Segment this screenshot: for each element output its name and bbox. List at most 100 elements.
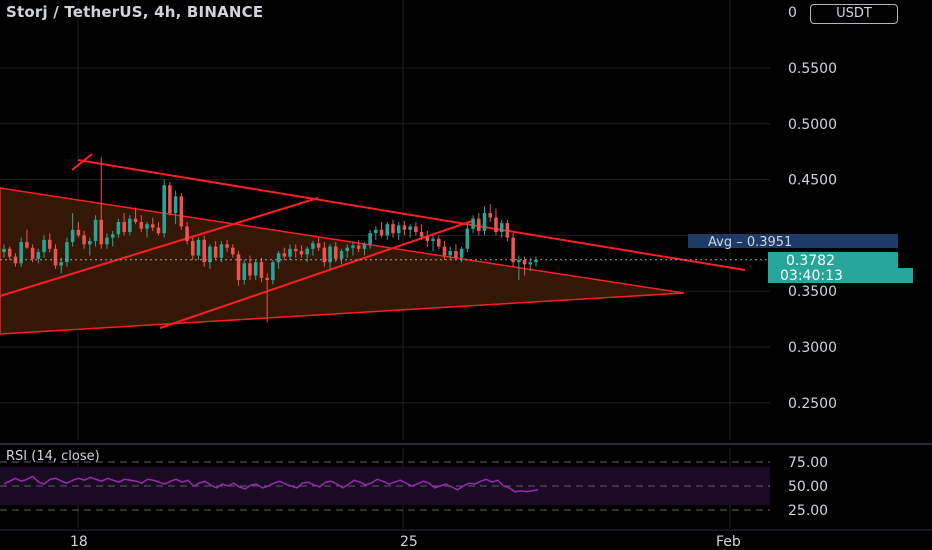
candle-body[interactable]: [482, 213, 487, 231]
candle-body[interactable]: [305, 248, 309, 255]
candle-body[interactable]: [253, 262, 258, 276]
candle-body[interactable]: [471, 218, 475, 229]
candle-body[interactable]: [299, 251, 304, 255]
candle-body[interactable]: [19, 242, 23, 264]
price-axis[interactable]: 0.5500 0.5000 0.4500 0.3500 0.3000 0.2500 75.0…: [788, 61, 837, 519]
rsi-pane[interactable]: RSI (14, close): [0, 449, 770, 511]
candle-body[interactable]: [65, 242, 69, 263]
candle-body[interactable]: [145, 224, 149, 229]
candle-body[interactable]: [242, 263, 247, 281]
candle-body[interactable]: [311, 243, 315, 249]
candle-body[interactable]: [391, 224, 395, 234]
candle-body[interactable]: [488, 213, 493, 218]
candle-body[interactable]: [345, 247, 349, 252]
candle-body[interactable]: [334, 246, 338, 259]
candle-body[interactable]: [30, 247, 35, 259]
candle-body[interactable]: [185, 226, 189, 241]
candle-body[interactable]: [528, 262, 533, 265]
candle-body[interactable]: [219, 244, 224, 258]
candle-body[interactable]: [93, 219, 98, 241]
candle-body[interactable]: [236, 254, 241, 281]
candle-body[interactable]: [379, 229, 384, 236]
candle-body[interactable]: [328, 246, 332, 263]
candle-body[interactable]: [402, 225, 407, 230]
candle-body[interactable]: [293, 248, 298, 252]
candle-body[interactable]: [179, 196, 184, 227]
candle-body[interactable]: [522, 259, 527, 265]
candle-body[interactable]: [419, 232, 424, 237]
candle-body[interactable]: [454, 251, 458, 258]
currency-button[interactable]: USDT: [810, 4, 898, 24]
candle-body[interactable]: [465, 228, 470, 249]
candle-body[interactable]: [208, 246, 212, 263]
candle-body[interactable]: [408, 226, 412, 230]
candle-body[interactable]: [7, 248, 12, 257]
candle-body[interactable]: [162, 185, 166, 234]
candle-body[interactable]: [2, 248, 6, 253]
candle-body[interactable]: [425, 236, 430, 241]
channel-line-upper[interactable]: [159, 219, 476, 329]
candle-body[interactable]: [265, 277, 269, 281]
candle-body[interactable]: [139, 222, 144, 229]
candle-body[interactable]: [168, 185, 172, 214]
descending-trendline[interactable]: [77, 159, 746, 271]
candle-body[interactable]: [385, 224, 390, 236]
candle-body[interactable]: [70, 229, 75, 243]
candle-body[interactable]: [88, 240, 92, 245]
candle-body[interactable]: [36, 252, 41, 259]
candle-body[interactable]: [53, 248, 58, 266]
candle-body[interactable]: [202, 239, 206, 263]
candle-body[interactable]: [339, 251, 344, 259]
candle-body[interactable]: [47, 239, 52, 249]
candle-body[interactable]: [282, 253, 287, 257]
candle-body[interactable]: [316, 243, 321, 248]
candle-body[interactable]: [156, 227, 161, 234]
candle-body[interactable]: [505, 223, 510, 238]
candle-body[interactable]: [225, 244, 229, 248]
time-axis[interactable]: 18 25 Feb: [70, 534, 741, 550]
candle-body[interactable]: [248, 263, 252, 276]
candle-body[interactable]: [128, 218, 132, 233]
candle-body[interactable]: [477, 218, 481, 231]
candle-body[interactable]: [122, 222, 126, 233]
candle-body[interactable]: [362, 244, 367, 249]
candle-body[interactable]: [191, 240, 195, 256]
candle-body[interactable]: [196, 239, 201, 256]
candle-body[interactable]: [99, 219, 104, 245]
candle-body[interactable]: [322, 247, 327, 263]
candle-body[interactable]: [110, 234, 115, 238]
candle-body[interactable]: [436, 238, 441, 247]
candle-body[interactable]: [213, 246, 218, 258]
candle-body[interactable]: [276, 253, 281, 263]
candle-body[interactable]: [368, 233, 372, 245]
candle-body[interactable]: [431, 238, 435, 241]
candle-body[interactable]: [76, 229, 81, 236]
candle-body[interactable]: [116, 222, 121, 235]
candle-body[interactable]: [105, 237, 109, 245]
candlestick-series[interactable]: [0, 157, 770, 323]
candle-body[interactable]: [448, 251, 452, 256]
candle-body[interactable]: [442, 246, 447, 256]
candle-body[interactable]: [414, 226, 418, 233]
candle-body[interactable]: [25, 242, 29, 248]
candle-body[interactable]: [494, 217, 498, 233]
channel-line-lower[interactable]: [0, 197, 319, 297]
candle-body[interactable]: [511, 237, 515, 263]
trendline-handle[interactable]: [71, 153, 93, 171]
candle-body[interactable]: [351, 245, 355, 248]
candle-body[interactable]: [259, 262, 264, 278]
candle-body[interactable]: [42, 239, 46, 253]
candle-body[interactable]: [374, 229, 378, 234]
candle-body[interactable]: [534, 259, 538, 263]
candle-body[interactable]: [150, 224, 155, 228]
candle-body[interactable]: [133, 218, 138, 223]
candle-body[interactable]: [459, 248, 464, 258]
candle-body[interactable]: [271, 262, 275, 281]
candle-body[interactable]: [356, 245, 361, 249]
candle-body[interactable]: [288, 248, 292, 257]
rsi-line[interactable]: [3, 475, 539, 493]
candle-body[interactable]: [82, 235, 86, 245]
candle-body[interactable]: [499, 223, 504, 233]
